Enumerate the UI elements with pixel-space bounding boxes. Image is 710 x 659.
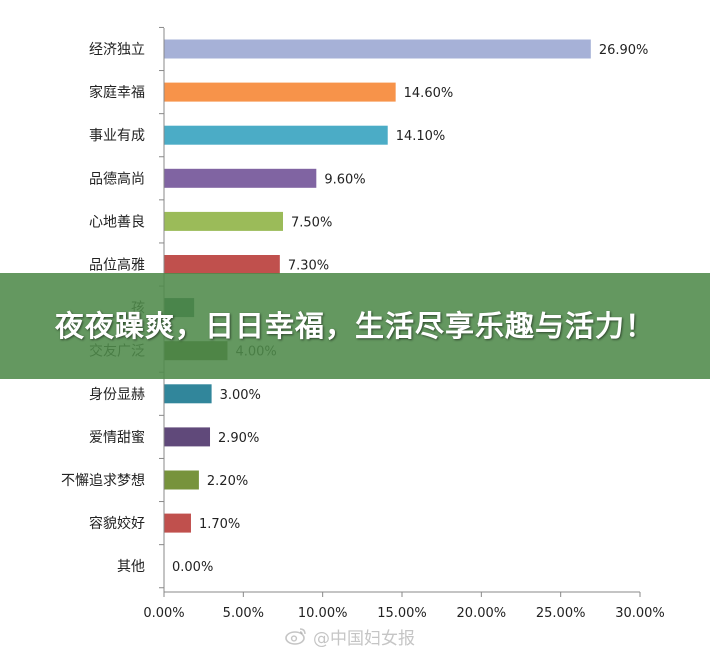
category-label: 身份显赫	[89, 387, 145, 403]
bar	[164, 125, 388, 145]
bar	[164, 255, 280, 274]
category-label: 容貌姣好	[89, 515, 145, 532]
category-label: 爱情甜蜜	[89, 430, 145, 446]
bar	[164, 513, 191, 533]
category-label: 事业有成	[89, 128, 145, 144]
bar	[164, 39, 591, 59]
data-label: 9.60%	[324, 172, 365, 187]
data-label: 26.90%	[599, 43, 649, 58]
x-tick-label: 0.00%	[143, 606, 184, 621]
headline-text: 夜夜躁爽，日日幸福，生活尽享乐趣与活力！	[54, 309, 655, 343]
category-label: 不懈追求梦想	[61, 472, 145, 489]
category-label: 其他	[117, 559, 145, 575]
bar	[164, 384, 212, 404]
data-label: 14.10%	[396, 129, 446, 144]
x-tick-label: 25.00%	[536, 606, 586, 621]
category-label: 家庭幸福	[89, 84, 145, 101]
data-label: 0.00%	[172, 560, 213, 575]
category-label: 品德高尚	[89, 170, 145, 187]
headline-banner: 夜夜躁爽，日日幸福，生活尽享乐趣与活力！	[0, 273, 710, 379]
watermark: @中国妇女报	[285, 624, 415, 649]
data-label: 3.00%	[220, 388, 261, 403]
x-tick-label: 10.00%	[298, 606, 348, 621]
category-label: 品位高雅	[89, 257, 145, 274]
data-label: 14.60%	[404, 86, 454, 101]
data-label: 7.50%	[291, 215, 332, 230]
x-tick-label: 30.00%	[615, 606, 665, 621]
category-label: 心地善良	[89, 214, 145, 230]
data-label: 2.90%	[218, 431, 259, 446]
x-tick-label: 15.00%	[377, 606, 427, 621]
x-tick-label: 20.00%	[457, 606, 507, 621]
bar	[164, 211, 283, 231]
watermark-text: @中国妇女报	[313, 628, 415, 649]
data-label: 1.70%	[199, 517, 240, 532]
bar	[164, 470, 199, 490]
bar	[164, 82, 396, 102]
x-tick-label: 5.00%	[223, 606, 264, 621]
data-label: 2.20%	[207, 474, 248, 489]
category-label: 经济独立	[89, 42, 145, 58]
weibo-icon	[285, 628, 306, 645]
bar	[164, 427, 211, 447]
data-label: 7.30%	[288, 259, 329, 274]
bar	[164, 168, 317, 188]
